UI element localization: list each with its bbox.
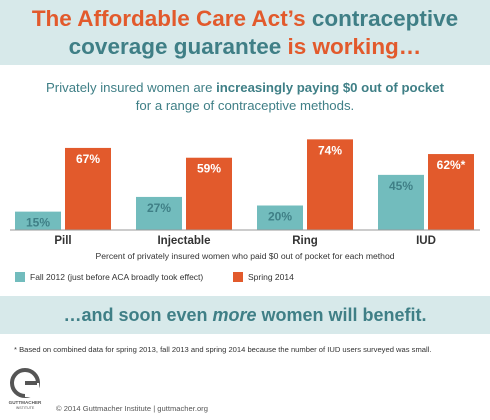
- bar-injectable-fall-2012: [136, 196, 182, 230]
- tagline-part-a: …and soon even: [63, 305, 213, 325]
- svg-text:INSTITUTE: INSTITUTE: [16, 406, 35, 410]
- subtitle-line-2: for a range of contraceptive methods.: [135, 98, 355, 113]
- data-label-iud-fall-2012: 45%: [389, 179, 413, 193]
- data-label-pill-spring-2014: 67%: [76, 152, 100, 166]
- legend-swatch-spring: [233, 272, 243, 282]
- data-label-ring-spring-2014: 74%: [318, 143, 342, 157]
- bar-injectable-spring-2014: [186, 157, 232, 230]
- footnote: * Based on combined data for spring 2013…: [14, 345, 432, 354]
- legend-label-spring: Spring 2014: [248, 272, 294, 282]
- tagline: …and soon even more women will benefit.: [0, 305, 490, 326]
- title-line-1-orange: The Affordable Care Act’s: [31, 6, 306, 31]
- category-label-pill: Pill: [54, 235, 71, 247]
- tagline-part-more: more: [212, 305, 257, 325]
- title-line-2-orange: is working…: [287, 34, 422, 59]
- svg-text:GUTTMACHER: GUTTMACHER: [9, 400, 42, 405]
- bar-pill-spring-2014: [65, 147, 111, 230]
- bar-iud-fall-2012: [378, 174, 424, 230]
- bar-chart: 15% 67% Pill 27% 59% Injectable 20% 74% Ring 45% 6…: [10, 139, 480, 261]
- bar-iud-spring-2014: [428, 154, 474, 230]
- bar-pill-fall-2012: [15, 211, 61, 230]
- category-label-injectable: Injectable: [157, 235, 210, 247]
- copyright: © 2014 Guttmacher Institute | guttmacher…: [56, 404, 208, 413]
- title-line-2: coverage guarantee is working…: [0, 34, 490, 60]
- category-label-ring: Ring: [292, 235, 318, 247]
- x-axis-label: Percent of privately insured women who p…: [95, 251, 394, 261]
- subtitle-line-1b: increasingly paying $0 out of pocket: [216, 80, 444, 95]
- data-label-injectable-spring-2014: 59%: [197, 162, 221, 176]
- guttmacher-logo: GUTTMACHER INSTITUTE: [4, 366, 46, 412]
- legend-swatch-fall: [15, 272, 25, 282]
- bar-ring-spring-2014: [307, 139, 353, 230]
- tagline-band: [0, 296, 490, 334]
- title-line-1: The Affordable Care Act’s contraceptive: [0, 6, 490, 32]
- bar-ring-fall-2012: [257, 205, 303, 230]
- subtitle-line-1a: Privately insured women are: [46, 80, 217, 95]
- title-line-2-teal: coverage guarantee: [68, 34, 288, 59]
- legend-label-fall: Fall 2012 (just before ACA broadly took …: [30, 272, 204, 282]
- data-label-iud-spring-2014: 62%*: [437, 158, 466, 172]
- subtitle-line-1: Privately insured women are increasingly…: [0, 80, 490, 95]
- tagline-part-c: women will benefit.: [256, 305, 427, 325]
- data-label-pill-fall-2012: 15%: [26, 216, 50, 230]
- data-label-ring-fall-2012: 20%: [268, 210, 292, 224]
- category-label-iud: IUD: [416, 235, 436, 247]
- title-line-1-teal: contraceptive: [305, 6, 459, 31]
- header-band: The Affordable Care Act’s contraceptive …: [0, 0, 490, 65]
- data-label-injectable-fall-2012: 27%: [147, 201, 171, 215]
